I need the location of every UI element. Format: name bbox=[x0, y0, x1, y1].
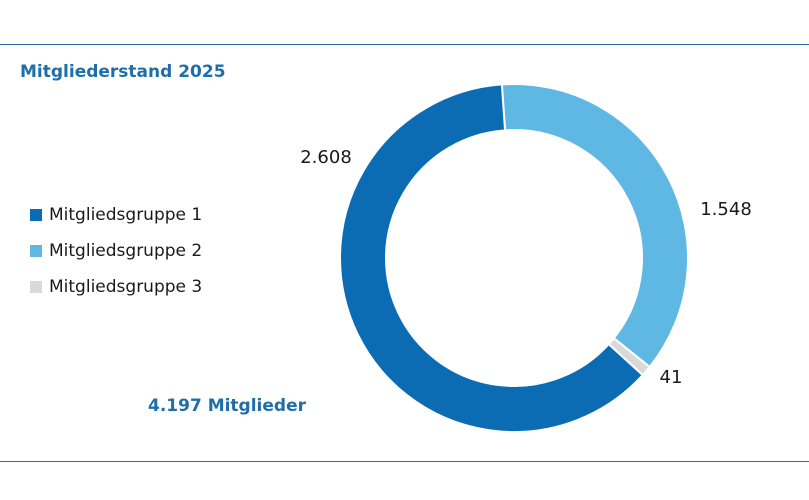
value-label-mitgliedsgruppe-2: 1.548 bbox=[700, 199, 752, 220]
legend-swatch-mitgliedsgruppe-1 bbox=[30, 209, 42, 221]
total-members-label: 4.197 Mitglieder bbox=[148, 396, 306, 416]
value-label-mitgliedsgruppe-3: 41 bbox=[660, 367, 683, 388]
chart-legend: Mitgliedsgruppe 1 Mitgliedsgruppe 2 Mitg… bbox=[30, 197, 270, 305]
bottom-rule bbox=[0, 461, 809, 462]
donut-slice-mitgliedsgruppe-1 bbox=[339, 83, 645, 433]
top-rule bbox=[0, 44, 809, 45]
legend-item-mitgliedsgruppe-2: Mitgliedsgruppe 2 bbox=[30, 233, 270, 269]
legend-label-mitgliedsgruppe-1: Mitgliedsgruppe 1 bbox=[49, 205, 203, 225]
value-label-mitgliedsgruppe-1: 2.608 bbox=[300, 147, 352, 168]
legend-label-mitgliedsgruppe-3: Mitgliedsgruppe 3 bbox=[49, 277, 203, 297]
legend-label-mitgliedsgruppe-2: Mitgliedsgruppe 2 bbox=[49, 241, 203, 261]
chart-title: Mitgliederstand 2025 bbox=[20, 62, 226, 82]
legend-swatch-mitgliedsgruppe-2 bbox=[30, 245, 42, 257]
legend-swatch-mitgliedsgruppe-3 bbox=[30, 281, 42, 293]
legend-item-mitgliedsgruppe-3: Mitgliedsgruppe 3 bbox=[30, 269, 270, 305]
donut-slice-mitgliedsgruppe-2 bbox=[500, 83, 689, 369]
legend-item-mitgliedsgruppe-1: Mitgliedsgruppe 1 bbox=[30, 197, 270, 233]
